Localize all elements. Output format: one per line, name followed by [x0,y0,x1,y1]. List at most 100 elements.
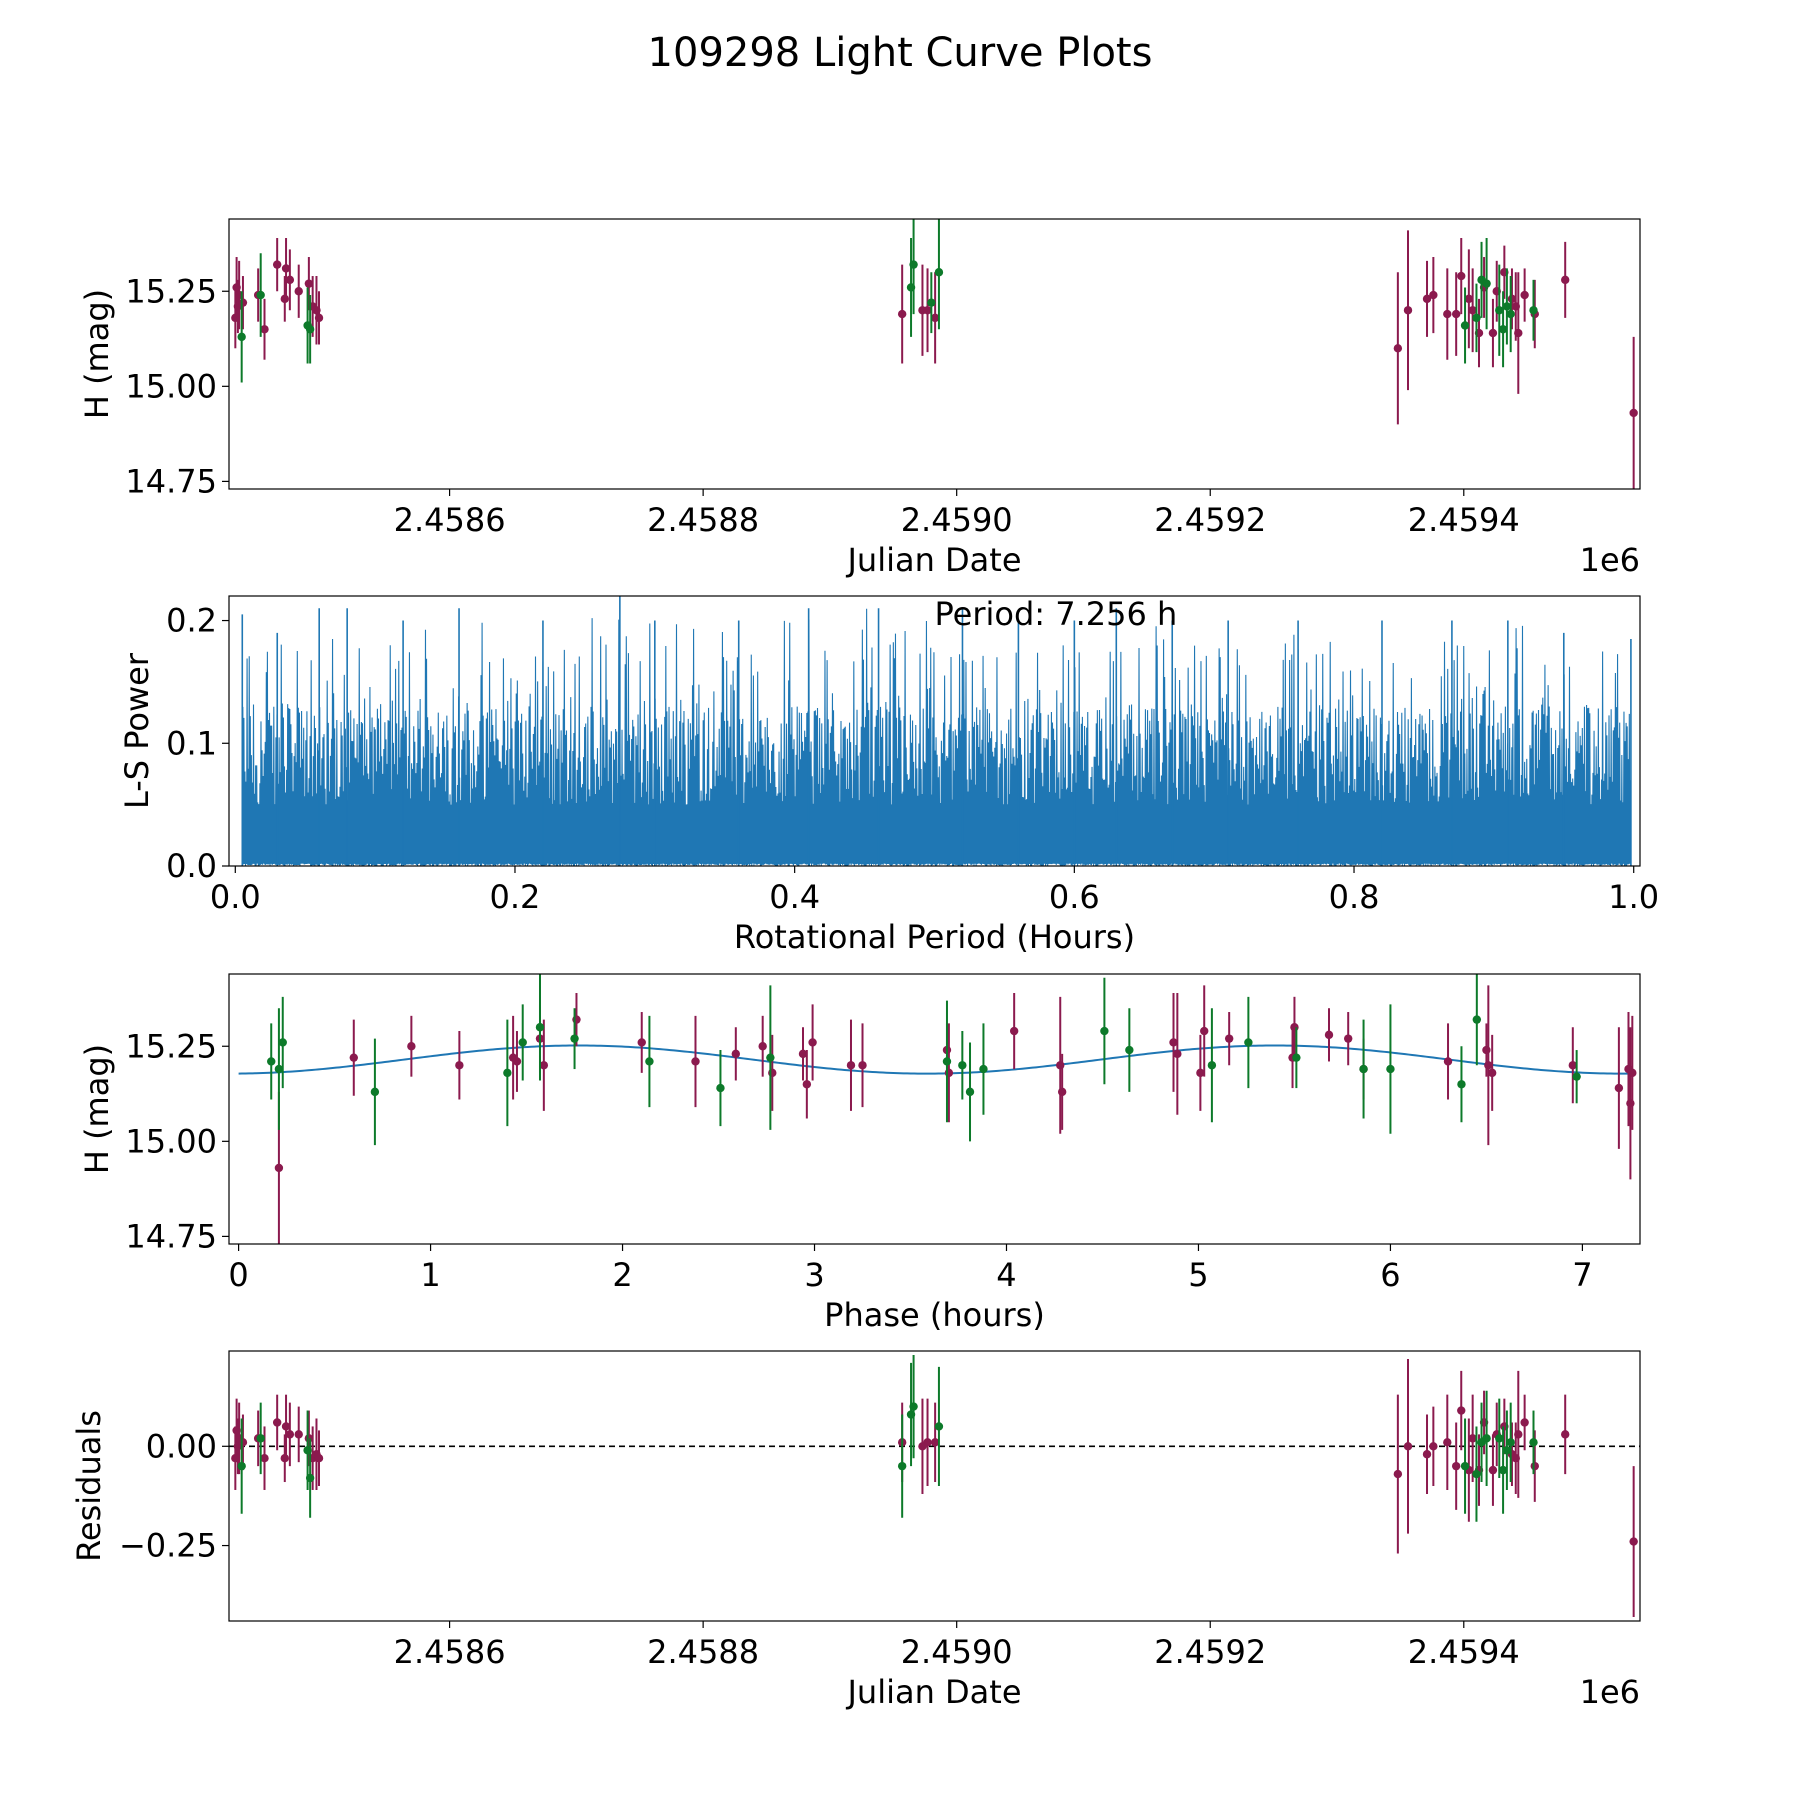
green-point-18 [1244,996,1253,1089]
green-point-24 [1572,1050,1581,1104]
green-point-19 [1292,1027,1301,1089]
periodogram-xtick-label-4: 0.8 [1329,878,1380,916]
phased-xtick-label-0: 0 [228,1256,248,1294]
maroon-point-39 [1614,1027,1624,1149]
maroon-marker [294,287,303,296]
residuals-xtick-label-3: 2.4592 [1154,1633,1266,1671]
raw-xlabel: Julian Date [845,541,1021,579]
maroon-point-31 [1324,1008,1334,1062]
maroon-point-17 [918,1398,927,1494]
maroon-marker [798,1049,808,1059]
period-annotation: Period: 7.256 h [935,595,1178,633]
maroon-marker [407,1042,416,1051]
green-marker [1506,1438,1515,1447]
maroon-point-18 [923,268,932,353]
maroon-marker [637,1038,646,1047]
green-marker [1472,313,1481,323]
green-marker [965,1087,975,1097]
green-marker [1495,306,1504,315]
maroon-point-11 [294,264,303,318]
green-point-14 [1502,1410,1512,1490]
maroon-marker [572,1015,581,1024]
maroon-marker [1457,1406,1466,1415]
maroon-point-32 [1344,1012,1353,1066]
maroon-point-18 [858,1023,867,1108]
maroon-point-21 [1403,230,1413,391]
maroon-point-10 [691,1015,700,1108]
maroon-marker [512,1057,522,1066]
green-marker [237,1461,246,1471]
maroon-marker [1057,1087,1067,1097]
maroon-marker [1514,328,1523,338]
green-marker [1498,1465,1508,1475]
green-point-0 [267,1023,276,1100]
maroon-marker [1488,1465,1498,1475]
green-point-14 [979,1023,988,1115]
periodogram-panel: Period: 7.256 h 0.0 0.2 0.4 0.6 0.8 1.0 0.0 0.1 0… [118,595,1659,956]
periodogram-xtick-label-2: 0.4 [769,878,820,916]
maroon-marker [281,264,291,273]
maroon-marker [1614,1083,1624,1093]
maroon-marker [1487,1068,1497,1078]
green-marker [305,1473,315,1483]
green-point-16 [1529,279,1538,341]
green-point-20 [1359,1019,1368,1119]
green-point-2 [278,996,287,1089]
green-point-1 [274,1008,284,1130]
green-marker [716,1083,725,1093]
maroon-point-23 [1429,1406,1438,1486]
green-point-12 [958,1031,967,1100]
maroon-marker [1009,1026,1019,1036]
green-marker [934,1422,944,1431]
green-marker [1529,306,1538,315]
maroon-point-18 [923,1398,932,1486]
maroon-marker [1422,294,1432,304]
maroon-point-22 [1056,996,1065,1134]
maroon-point-25 [1451,272,1461,356]
green-marker [1529,1438,1538,1447]
phased-xtick-label-4: 4 [996,1256,1016,1294]
maroon-marker [1173,1049,1182,1059]
green-point-3 [370,1038,380,1146]
residuals-xtick-label-4: 2.4594 [1408,1633,1520,1671]
maroon-point-39 [1561,241,1570,318]
maroon-point-36 [1514,1370,1523,1498]
raw-xtick-label-0: 2.4586 [394,501,506,539]
green-marker [1482,279,1491,288]
maroon-marker [294,1430,303,1439]
maroon-point-27 [1464,249,1474,349]
green-marker [1244,1038,1253,1047]
maroon-marker [1169,1038,1178,1047]
maroon-marker [1457,271,1466,281]
maroon-point-28 [1468,1394,1477,1483]
green-marker [958,1061,967,1070]
maroon-marker [1200,1026,1209,1036]
maroon-point-12 [304,257,314,311]
maroon-point-22 [1422,260,1432,337]
maroon-marker [768,1068,777,1078]
green-marker [927,298,936,307]
maroon-point-24 [1169,993,1178,1092]
maroon-point-23 [1429,257,1438,334]
maroon-marker [1468,1434,1477,1443]
raw-ytick-label-1: 15.00 [125,367,217,405]
green-point-7 [934,219,944,330]
maroon-marker [808,1038,817,1047]
maroon-point-10 [285,1402,295,1467]
maroon-point-3 [455,1031,464,1100]
green-point-9 [1472,1426,1481,1522]
green-marker [1572,1072,1581,1081]
maroon-point-5 [512,1031,522,1092]
maroon-marker [1484,1061,1493,1070]
maroon-marker [1628,1068,1637,1078]
green-marker [1498,325,1508,334]
maroon-point-28 [1224,1012,1234,1066]
phased-xtick-label-2: 2 [612,1256,632,1294]
green-point-4 [503,1019,512,1127]
maroon-marker [1468,306,1477,315]
raw-panel: 2.4586 2.4588 2.4590 2.4592 2.4594 15.25 15.00… [78,218,1641,579]
green-marker [535,1023,545,1032]
periodogram-xlabel: Rotational Period (Hours) [734,918,1135,956]
maroon-point-13 [768,1034,777,1111]
maroon-marker [539,1061,549,1070]
